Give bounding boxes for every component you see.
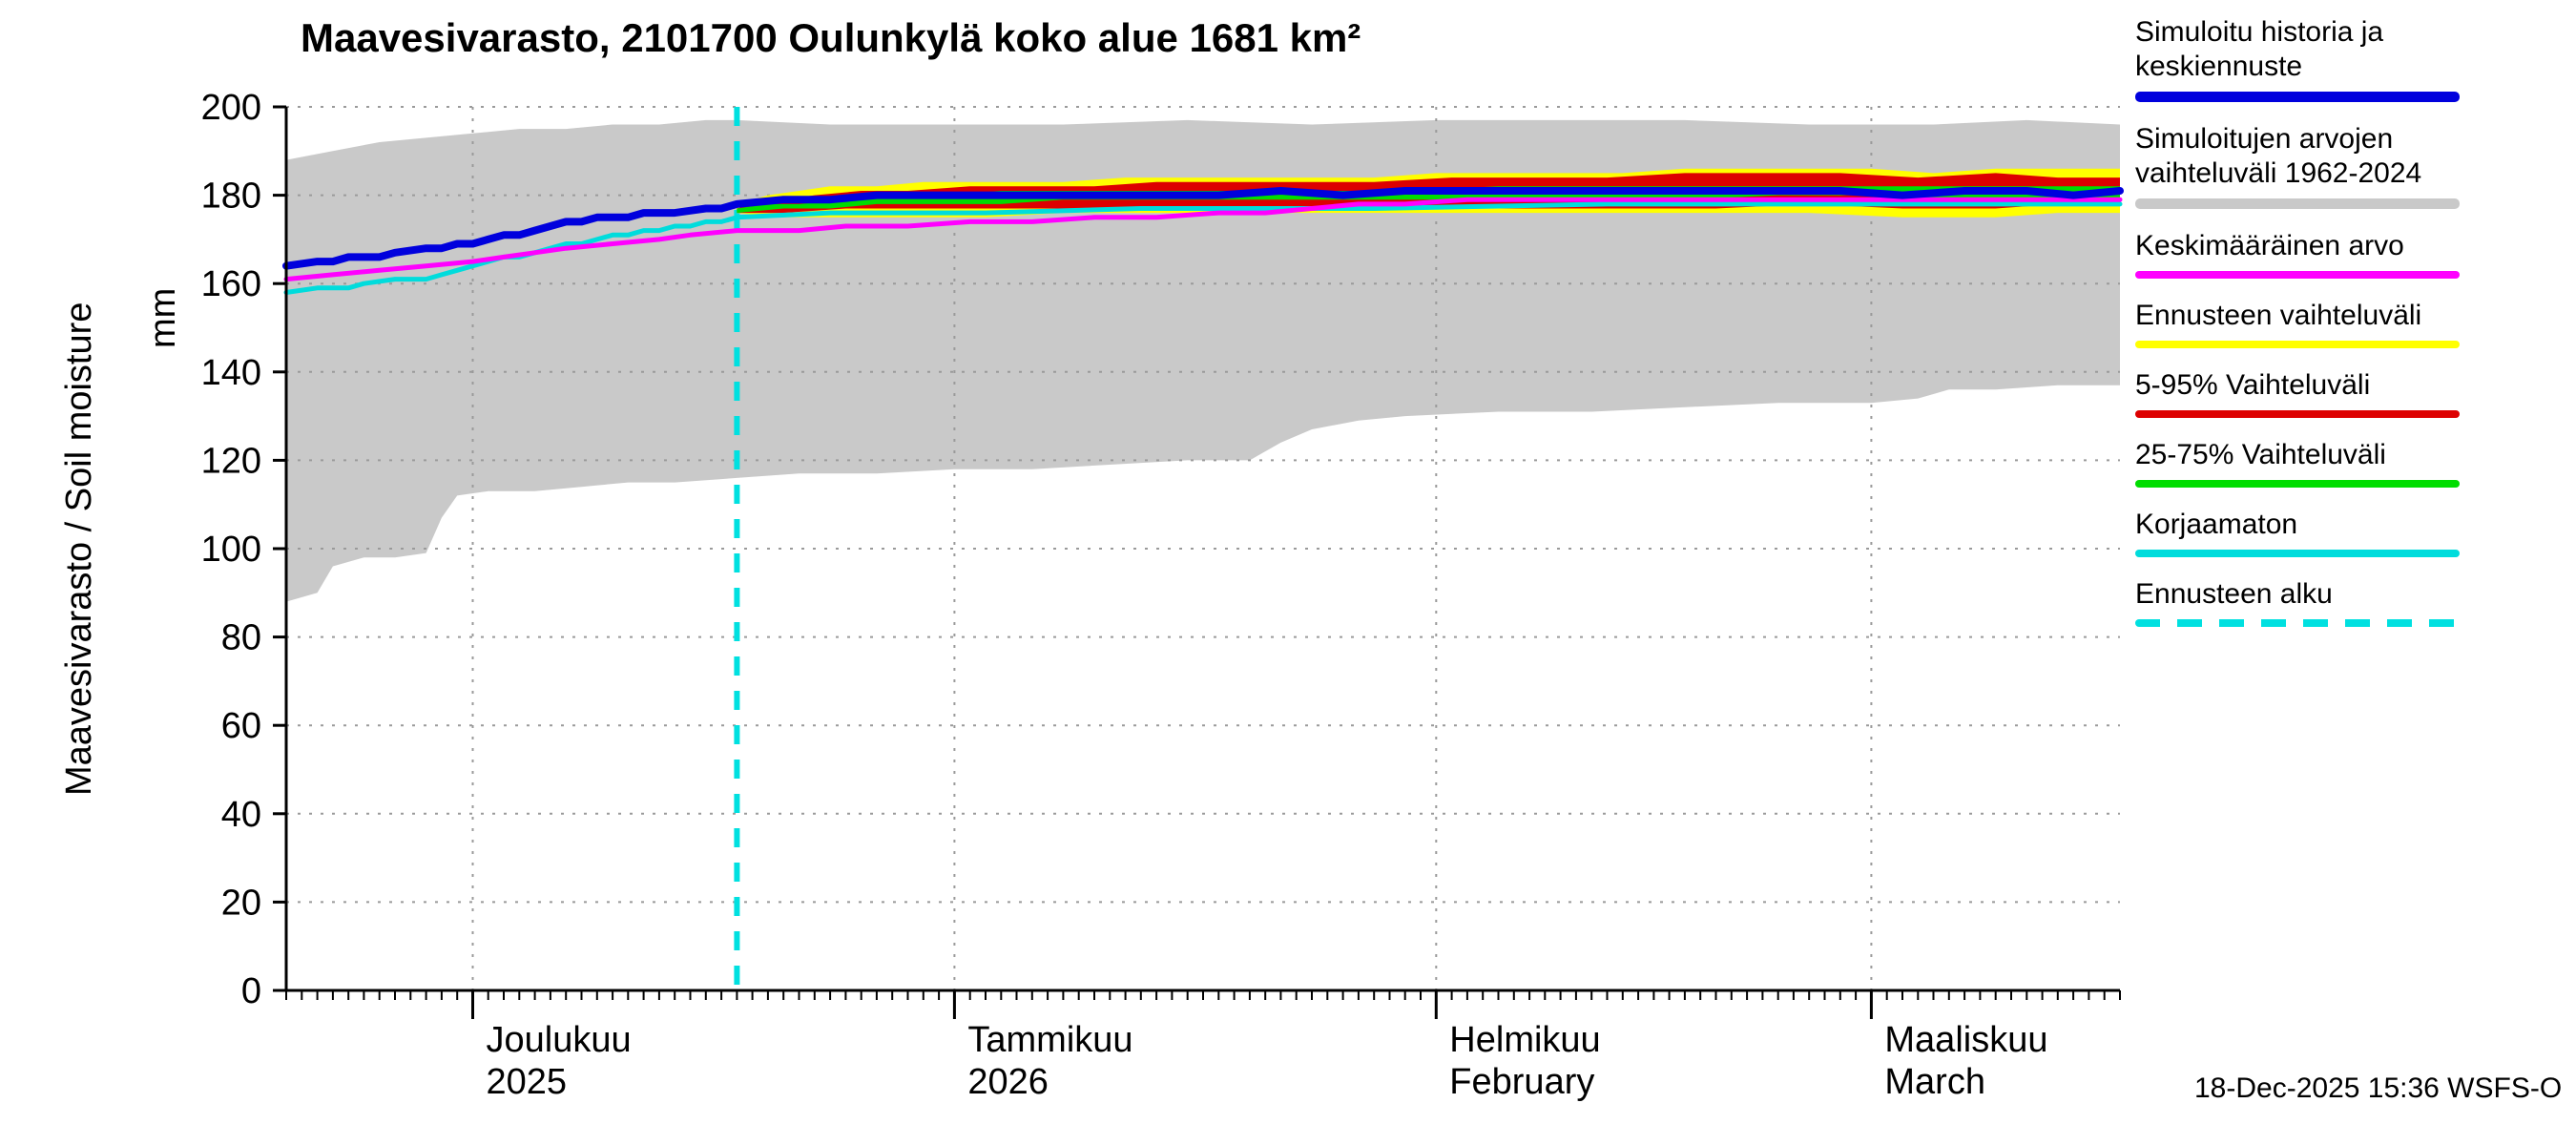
svg-text:200: 200 bbox=[201, 88, 261, 128]
svg-text:2026: 2026 bbox=[967, 1062, 1049, 1102]
svg-text:100: 100 bbox=[201, 530, 261, 570]
line-simulated-history-and-mean-forecast bbox=[282, 187, 2124, 270]
svg-text:180: 180 bbox=[201, 177, 261, 217]
legend-swatch bbox=[2135, 410, 2460, 418]
svg-text:40: 40 bbox=[221, 795, 261, 835]
band-simulated-range-1962-2024 bbox=[286, 119, 2120, 602]
svg-text:2025: 2025 bbox=[487, 1062, 568, 1102]
x-axis-ticks bbox=[285, 990, 2121, 1019]
legend-item: Korjaamaton bbox=[2135, 508, 2460, 557]
legend-swatch bbox=[2135, 341, 2460, 348]
legend: Simuloitu historia ja keskiennuste Simulo… bbox=[2135, 15, 2460, 647]
legend-swatch bbox=[2135, 550, 2460, 557]
y-axis-ticks: 0 20 40 60 80 100 120 140 160 180 200 bbox=[201, 88, 286, 1011]
chart-title: Maavesivarasto, 2101700 Oulunkylä koko a… bbox=[301, 15, 1361, 60]
legend-item: Simuloitu historia ja keskiennuste bbox=[2135, 15, 2460, 102]
legend-label: 5-95% Vaihteluväli bbox=[2135, 369, 2371, 401]
legend-label: 25-75% Vaihteluväli bbox=[2135, 439, 2386, 470]
legend-label: Simuloitu historia ja keskiennuste bbox=[2135, 16, 2384, 82]
svg-text:80: 80 bbox=[221, 618, 261, 658]
legend-swatch bbox=[2135, 480, 2460, 488]
svg-text:March: March bbox=[1884, 1062, 1985, 1102]
legend-label: Simuloitujen arvojen vaihteluväli 1962-2… bbox=[2135, 123, 2422, 189]
line-uncorrected bbox=[283, 201, 2123, 295]
legend-item: Keskimääräinen arvo bbox=[2135, 229, 2460, 279]
svg-text:20: 20 bbox=[221, 883, 261, 923]
svg-text:Maaliskuu: Maaliskuu bbox=[1884, 1020, 2047, 1060]
legend-label: Ennusteen vaihteluväli bbox=[2135, 300, 2422, 331]
legend-swatch bbox=[2135, 198, 2460, 209]
svg-text:120: 120 bbox=[201, 441, 261, 481]
svg-text:160: 160 bbox=[201, 264, 261, 304]
line-average bbox=[283, 197, 2123, 282]
timestamp: 18-Dec-2025 15:36 WSFS-O bbox=[2194, 1072, 2563, 1104]
svg-text:Joulukuu: Joulukuu bbox=[487, 1020, 632, 1060]
legend-swatch bbox=[2135, 271, 2460, 279]
svg-text:Helmikuu: Helmikuu bbox=[1449, 1020, 1600, 1060]
legend-item: Simuloitujen arvojen vaihteluväli 1962-2… bbox=[2135, 122, 2460, 209]
legend-swatch-dashed bbox=[2135, 619, 2460, 627]
svg-text:February: February bbox=[1449, 1062, 1594, 1102]
svg-text:0: 0 bbox=[241, 971, 261, 1011]
legend-label: Ennusteen alku bbox=[2135, 578, 2333, 610]
legend-swatch bbox=[2135, 92, 2460, 102]
svg-text:Tammikuu: Tammikuu bbox=[967, 1020, 1132, 1060]
legend-item: Ennusteen alku bbox=[2135, 577, 2460, 627]
svg-text:140: 140 bbox=[201, 353, 261, 393]
legend-label: Keskimääräinen arvo bbox=[2135, 230, 2404, 261]
legend-item: Ennusteen vaihteluväli bbox=[2135, 299, 2460, 348]
legend-item: 25-75% Vaihteluväli bbox=[2135, 438, 2460, 488]
legend-label: Korjaamaton bbox=[2135, 509, 2298, 540]
legend-item: 5-95% Vaihteluväli bbox=[2135, 368, 2460, 418]
svg-text:60: 60 bbox=[221, 706, 261, 746]
